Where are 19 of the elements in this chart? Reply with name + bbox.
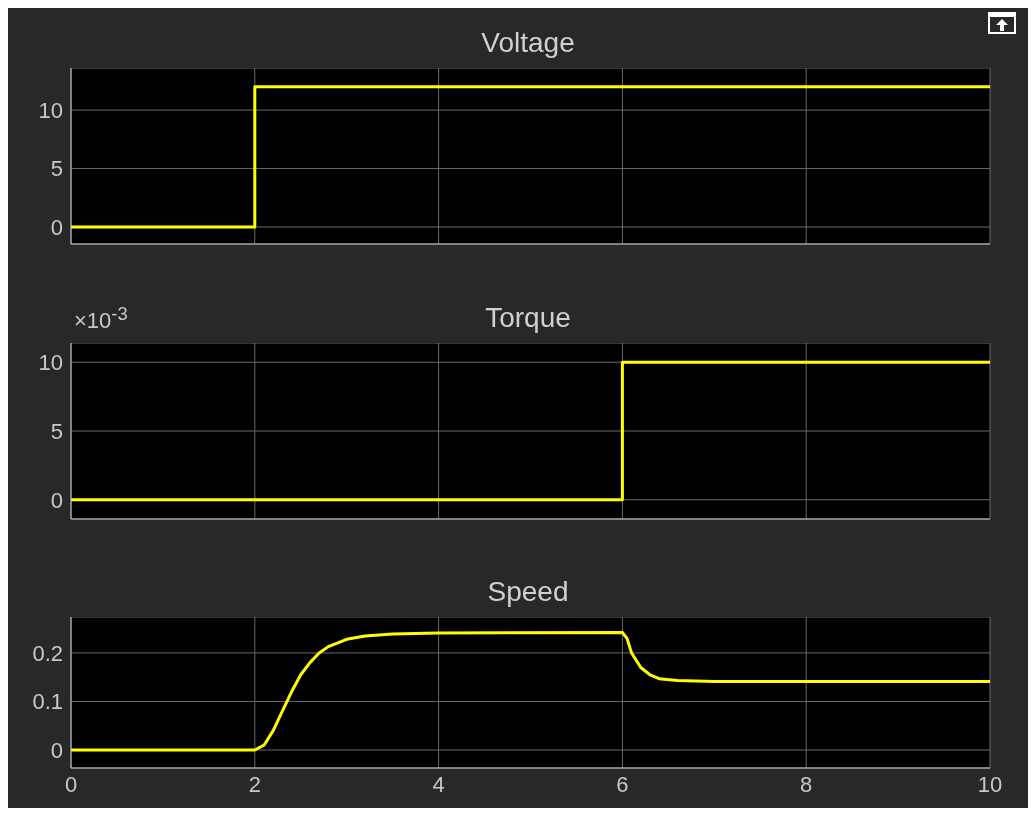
chart-title: Torque bbox=[485, 302, 571, 333]
text: ×10$^{-3}$ bbox=[74, 303, 128, 335]
chart-title: Voltage bbox=[480, 26, 576, 60]
y-tick-label: 10 bbox=[38, 350, 63, 376]
y-tick-label: 0.1 bbox=[32, 689, 63, 715]
y-tick-label: 5 bbox=[50, 156, 63, 182]
x-tick-label: 2 bbox=[248, 771, 261, 797]
y-tick-label: 0 bbox=[50, 487, 63, 513]
x-tick-label: 6 bbox=[616, 771, 629, 797]
y-tick-label: 0 bbox=[50, 737, 63, 763]
y-tick-label: 5 bbox=[50, 418, 63, 444]
x-tick-label: 8 bbox=[800, 771, 813, 797]
x-tick-label: 4 bbox=[432, 771, 445, 797]
y-tick-label: 10 bbox=[38, 97, 63, 123]
chart-title: Speed bbox=[486, 575, 570, 609]
line-series bbox=[71, 631, 990, 752]
y-tick-label: 0 bbox=[50, 214, 63, 240]
y-tick-label: 0.2 bbox=[32, 640, 63, 666]
x-tick-label: 10 bbox=[977, 771, 1003, 797]
